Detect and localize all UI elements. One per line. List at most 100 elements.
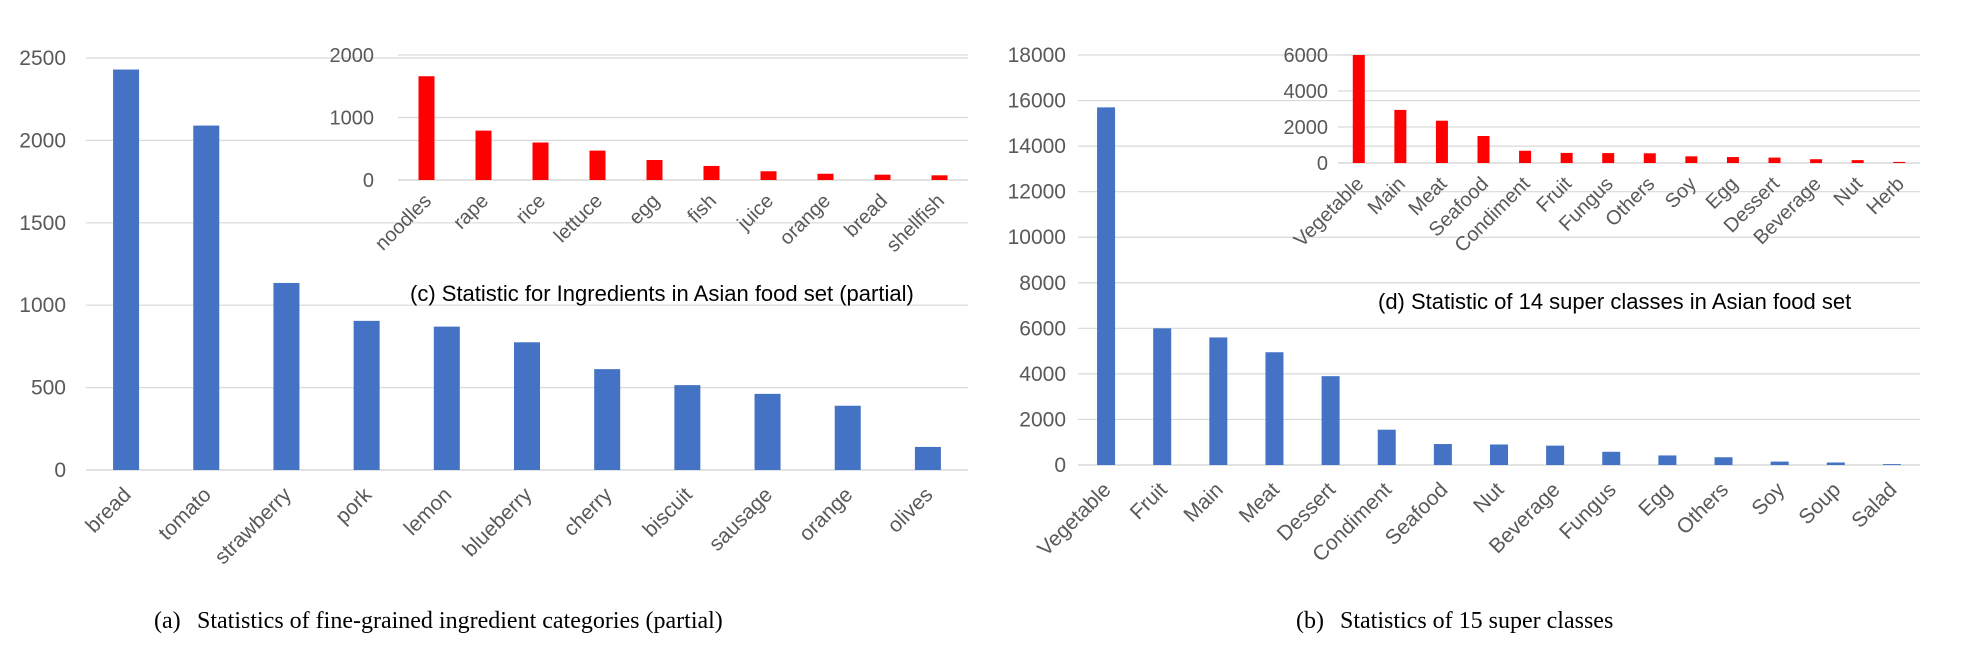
chart-b-ytick-label: 10000 [1008,226,1066,249]
chart-b-bar-salad [1882,464,1901,465]
chart-d-ytick-label: 6000 [1284,45,1329,67]
chart-c-bar-juice [760,171,777,180]
chart-c-category-label: lettuce [550,190,607,247]
chart-a-fine-grained-ingredients: 0 500 1000 1500 2000 2500 bread tomatostrawberr… [19,47,968,569]
chart-b-bar-main [1209,337,1228,465]
chart-b-category-label: Seafood [1381,478,1453,550]
chart-d-bar-others [1643,153,1656,163]
chart-c-bar-lettuce [589,150,606,180]
chart-d-asian-super-classes: 0200040006000VegetableMainMeatSeafoodCon… [1284,45,1920,257]
chart-d-bar-soy [1685,156,1698,163]
chart-b-category-label: Meat [1235,478,1284,527]
chart-c-title: (c) Statistic for Ingredients in Asian f… [410,281,914,306]
chart-b-ytick-label: 6000 [1019,317,1066,340]
chart-b-bar-dessert [1321,376,1340,465]
chart-c-bar-shellfish [931,175,948,180]
chart-a-bar-sausage [754,393,781,470]
chart-c-category-label: bread [840,190,892,242]
chart-d-category-label: Herb [1863,173,1909,219]
chart-b-bar-seafood [1433,444,1452,465]
chart-d-bar-meat [1435,120,1448,163]
chart-d-category-label: Main [1364,173,1410,219]
chart-b-bar-soy [1770,461,1789,465]
chart-b-bar-others [1714,457,1733,465]
chart-d-ytick-label: 2000 [1284,117,1329,139]
chart-a-bar-tomato [193,125,220,471]
chart-c-bar-bread [874,174,891,180]
chart-a-ytick-label: 500 [31,377,66,400]
chart-a-category-label: blueberry [458,483,537,562]
chart-b-ytick-label: 2000 [1019,408,1066,431]
chart-b-bar-soup [1826,462,1845,465]
chart-c-category-label: orange [775,190,835,250]
chart-d-category-label: Soy [1661,173,1701,213]
chart-c-bar-egg [646,160,663,180]
caption-b-label: (b) [1296,608,1324,634]
chart-d-ytick-label: 4000 [1284,81,1329,103]
chart-a-bar-strawberry [273,282,300,470]
chart-b-ytick-label: 18000 [1008,44,1066,67]
chart-b-category-label: Soy [1747,478,1789,520]
chart-b-category-label: Vegetable [1033,478,1115,560]
chart-a-category-label: strawberry [210,483,296,569]
chart-d-category-label: Nut [1830,173,1868,211]
chart-a-ytick-label: 1000 [19,294,66,317]
chart-a-category-label: cherry [559,483,617,541]
chart-d-bar-fungus [1602,153,1615,163]
chart-b-ytick-label: 4000 [1019,363,1066,386]
chart-c-bar-orange [817,173,834,180]
chart-d-bar-nut [1851,160,1864,163]
chart-d-ytick-label: 0 [1317,153,1328,175]
chart-b-bar-meat [1265,352,1284,465]
chart-d-title: (d) Statistic of 14 super classes in Asi… [1378,289,1851,314]
caption-a-text: Statistics of fine-grained ingredient ca… [197,608,723,634]
chart-b-category-label: Fruit [1126,478,1172,524]
chart-b-bar-fungus [1602,451,1621,465]
chart-b-category-label: Nut [1469,478,1508,517]
caption-b-text: Statistics of 15 super classes [1340,608,1613,634]
chart-a-bar-pork [353,320,380,470]
chart-d-bar-dessert [1768,157,1781,163]
chart-a-category-label: sausage [705,483,777,555]
chart-d-bar-seafood [1477,136,1490,163]
chart-d-bar-fruit [1560,152,1573,163]
chart-b-bar-fruit [1153,328,1172,465]
chart-b-category-label: Salad [1847,478,1901,532]
chart-a-category-label: lemon [400,483,457,540]
chart-a-category-label: pork [331,483,377,529]
chart-d-category-label: Vegetable [1290,173,1368,251]
chart-b-bar-egg [1658,455,1677,465]
caption-a-label: (a) [154,608,181,634]
chart-b-ytick-label: 8000 [1019,272,1066,295]
chart-b-ytick-label: 12000 [1008,181,1066,204]
chart-c-bar-noodles [418,76,435,180]
chart-c-category-label: fish [683,190,721,228]
chart-b-ytick-label: 16000 [1008,90,1066,113]
chart-d-bar-main [1394,109,1407,163]
chart-a-category-label: olives [883,483,937,537]
chart-b-category-label: Others [1672,478,1733,539]
chart-a-category-label: tomato [154,483,216,545]
chart-a-ytick-label: 2000 [19,129,66,152]
chart-a-bar-lemon [433,326,460,470]
chart-b-category-label: Fungus [1555,478,1621,544]
chart-b-category-label: Main [1179,478,1227,526]
chart-c-category-label: juice [733,190,778,235]
chart-d-bar-herb [1893,161,1906,163]
chart-b-bar-beverage [1546,445,1565,465]
chart-a-ytick-label: 0 [54,459,66,482]
chart-c-ytick-label: 2000 [330,45,375,67]
chart-a-ytick-label: 1500 [19,212,66,235]
chart-d-bar-egg [1726,157,1739,163]
chart-a-ytick-label: 2500 [19,47,66,70]
chart-c-bar-rice [532,142,549,180]
chart-c-bar-rape [475,130,492,180]
chart-b-ytick-label: 0 [1054,454,1066,477]
chart-b-category-label: Egg [1634,478,1677,521]
chart-c-ytick-label: 0 [363,170,374,192]
chart-a-bar-orange [834,405,861,470]
chart-d-bar-condiment [1519,150,1532,163]
chart-d-bar-beverage [1810,159,1823,163]
chart-a-bar-blueberry [514,342,540,470]
